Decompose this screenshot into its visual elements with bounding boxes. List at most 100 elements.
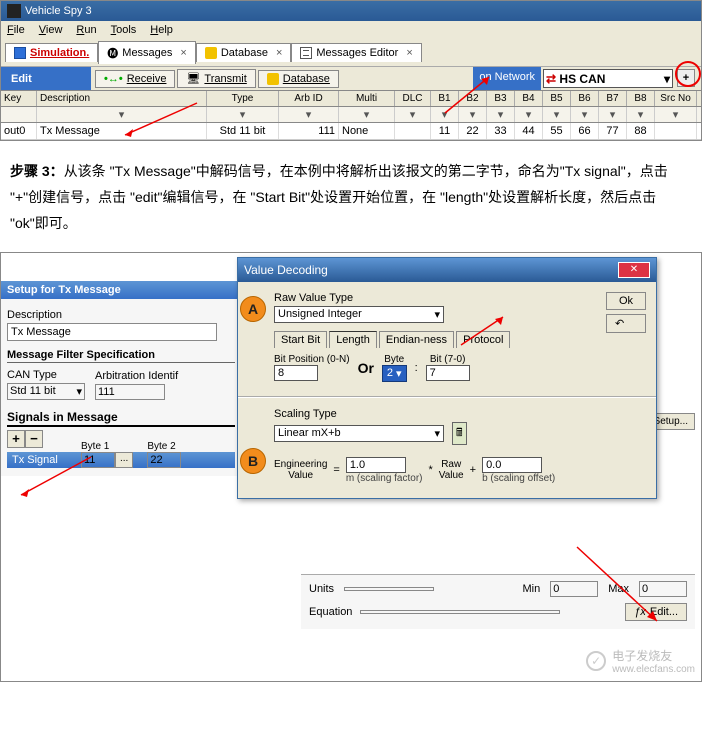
receive-label: Receive (127, 73, 167, 85)
tab-length[interactable]: Length (329, 331, 377, 348)
hdr-src[interactable]: Src No (655, 91, 697, 106)
byte1-more-button[interactable]: ... (115, 452, 133, 468)
database-button[interactable]: Database (258, 70, 339, 88)
tab-protocol[interactable]: Protocol (456, 331, 510, 348)
units-input[interactable] (344, 587, 434, 591)
calc-icon[interactable]: 🖩 (452, 422, 467, 445)
hdr-b6[interactable]: B6 (571, 91, 599, 106)
tab-endian[interactable]: Endian-ness (379, 331, 454, 348)
close-icon[interactable]: × (180, 47, 186, 59)
bitpos-input[interactable]: 8 (274, 365, 318, 381)
remove-signal-button[interactable]: − (25, 430, 43, 448)
menu-view[interactable]: View (37, 23, 65, 37)
hdr-arbid[interactable]: Arb ID (279, 91, 339, 106)
hdr-b5[interactable]: B5 (543, 91, 571, 106)
cell-b8: 88 (627, 123, 655, 139)
hdr-dlc[interactable]: DLC (395, 91, 431, 106)
raw-word: Raw (441, 459, 461, 470)
receive-button[interactable]: •↔• Receive (95, 70, 175, 88)
raw-type-label: Raw Value Type (274, 292, 644, 304)
network-select[interactable]: ⇄ HS CAN ▾ (543, 69, 673, 88)
edit-label: Edit... (650, 606, 678, 618)
byte-label: Byte (382, 354, 407, 365)
menu-run[interactable]: Run (74, 23, 98, 37)
hdr-b8[interactable]: B8 (627, 91, 655, 106)
filter-icon[interactable]: ▾ (240, 109, 246, 121)
messages-icon: 🅜 (107, 45, 118, 61)
filter-icon[interactable]: ▾ (582, 109, 588, 121)
filter-icon[interactable]: ▾ (442, 109, 448, 121)
tab-messages[interactable]: 🅜 Messages × (98, 41, 196, 64)
raw-type-select[interactable]: Unsigned Integer▾ (274, 306, 444, 323)
b-input[interactable]: 0.0 (482, 457, 542, 473)
editor-icon (300, 47, 312, 59)
filter-icon[interactable]: ▾ (638, 109, 644, 121)
byte-select[interactable]: 2▾ (382, 365, 407, 382)
undo-button[interactable]: ↶ (606, 314, 646, 333)
max-input[interactable]: 0 (639, 581, 687, 597)
close-icon[interactable]: × (276, 47, 282, 59)
signals-title: Signals in Message (7, 410, 235, 427)
hdr-b4[interactable]: B4 (515, 91, 543, 106)
menu-tools[interactable]: Tools (109, 23, 139, 37)
menu-bar: File View Run Tools Help (1, 21, 701, 39)
transmit-label: Transmit (204, 73, 246, 85)
menu-file[interactable]: File (5, 23, 27, 37)
edit-equation-button[interactable]: ƒxEdit... (625, 603, 687, 621)
vehicle-spy-window: Vehicle Spy 3 File View Run Tools Help S… (0, 0, 702, 141)
byte1-input[interactable]: 11 (81, 452, 115, 468)
hdr-b7[interactable]: B7 (599, 91, 627, 106)
filter-icon[interactable]: ▾ (526, 109, 532, 121)
filter-icon[interactable]: ▾ (610, 109, 616, 121)
filter-icon[interactable]: ▾ (119, 109, 125, 121)
cell-arb: 111 (279, 123, 339, 139)
close-button[interactable]: ✕ (618, 262, 650, 278)
cell-multi: None (339, 123, 395, 139)
step-body: 从该条 "Tx Message"中解码信号，在本例中将解析出该报文的第二字节，命… (10, 163, 668, 231)
arb-input[interactable]: 111 (95, 384, 165, 400)
filter-icon[interactable]: ▾ (364, 109, 370, 121)
filter-icon[interactable]: ▾ (306, 109, 312, 121)
tab-messages-editor[interactable]: Messages Editor × (291, 43, 421, 62)
transmit-button[interactable]: 🖥Transmit (177, 69, 255, 88)
add-signal-button[interactable]: + (7, 430, 25, 448)
can-type-select[interactable]: Std 11 bit▾ (7, 383, 85, 400)
hdr-multi[interactable]: Multi (339, 91, 395, 106)
hdr-b2[interactable]: B2 (459, 91, 487, 106)
database-icon (205, 47, 217, 59)
bit-input[interactable]: 7 (426, 365, 470, 381)
description-input[interactable]: Tx Message (7, 323, 217, 341)
add-button[interactable]: + (677, 69, 695, 87)
tab-start-bit[interactable]: Start Bit (274, 331, 327, 348)
filter-icon[interactable]: ▾ (470, 109, 476, 121)
hdr-type[interactable]: Type (207, 91, 279, 106)
min-label: Min (522, 583, 540, 595)
byte2-input[interactable]: 22 (147, 452, 181, 468)
eng-word: Engineering (274, 459, 327, 470)
tab-simulation[interactable]: Simulation. (5, 43, 98, 62)
hdr-b1[interactable]: B1 (431, 91, 459, 106)
filter-icon[interactable]: ▾ (410, 109, 416, 121)
filter-icon[interactable]: ▾ (554, 109, 560, 121)
hdr-key[interactable]: Key (1, 91, 37, 106)
min-input[interactable]: 0 (550, 581, 598, 597)
equation-input[interactable] (360, 610, 560, 614)
value-word2: Value (439, 470, 464, 481)
grid-row[interactable]: out0 Tx Message Std 11 bit 111 None 11 2… (1, 123, 701, 140)
filter-icon[interactable]: ▾ (498, 109, 504, 121)
scaling-select[interactable]: Linear mX+b▾ (274, 425, 444, 442)
ok-button[interactable]: Ok (606, 292, 646, 310)
close-icon[interactable]: × (406, 47, 412, 59)
receive-icon: •↔• (104, 73, 123, 85)
menu-help[interactable]: Help (148, 23, 175, 37)
scaling-value: Linear mX+b (278, 427, 341, 440)
m-input[interactable]: 1.0 (346, 457, 406, 473)
tab-database[interactable]: Database × (196, 43, 292, 62)
bit-label: Bit (7-0) (426, 354, 470, 365)
byte-value: 2 (387, 367, 393, 380)
hdr-b3[interactable]: B3 (487, 91, 515, 106)
edit-mode-label: Edit (1, 67, 91, 90)
hdr-desc[interactable]: Description (37, 91, 207, 106)
setup-screenshot: Setup for Tx Message Description Tx Mess… (0, 252, 702, 682)
filter-icon[interactable]: ▾ (673, 109, 679, 121)
